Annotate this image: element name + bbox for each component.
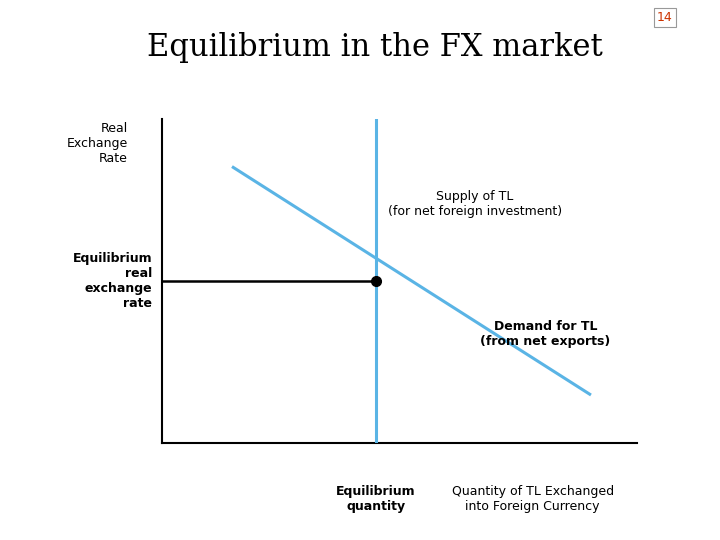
Text: Equilibrium
real
exchange
rate: Equilibrium real exchange rate (73, 252, 153, 310)
Text: Supply of TL
(for net foreign investment): Supply of TL (for net foreign investment… (388, 190, 562, 218)
Text: Real
Exchange
Rate: Real Exchange Rate (66, 122, 128, 165)
Text: Equilibrium in the FX market: Equilibrium in the FX market (147, 32, 602, 63)
Text: 14: 14 (657, 11, 672, 24)
Text: Demand for TL
(from net exports): Demand for TL (from net exports) (480, 320, 611, 348)
Text: Quantity of TL Exchanged
into Foreign Currency: Quantity of TL Exchanged into Foreign Cu… (451, 485, 613, 513)
Text: Equilibrium
quantity: Equilibrium quantity (336, 485, 415, 513)
